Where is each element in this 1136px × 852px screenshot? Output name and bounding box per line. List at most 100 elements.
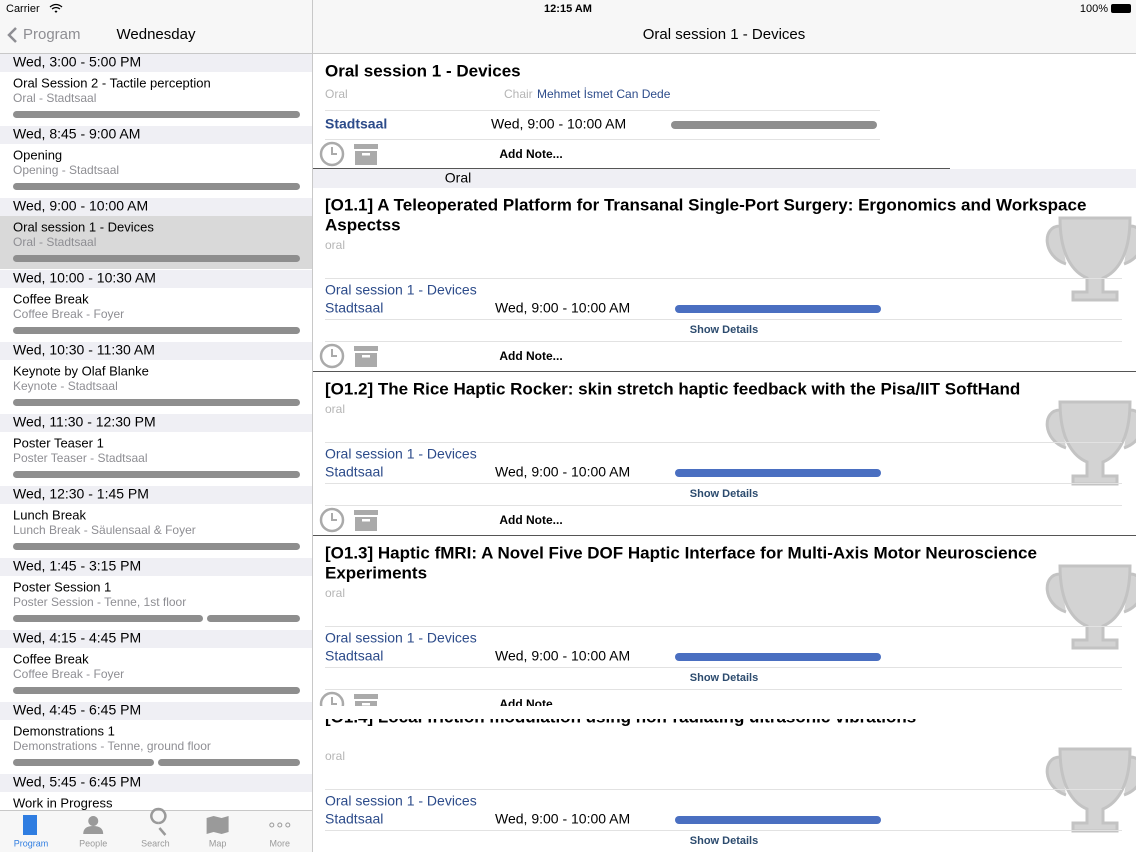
- add-note[interactable]: Add Note...: [499, 349, 562, 363]
- archive-slot: [362, 703, 370, 706]
- show-details[interactable]: Show Details: [690, 324, 758, 336]
- battery-level: 100%: [1080, 3, 1108, 15]
- tab-icon: [23, 815, 37, 835]
- session-subtitle: Oral - Stadtsaal: [13, 235, 96, 249]
- session-title: Oral Session 2 - Tactile perception: [13, 75, 211, 90]
- show-details[interactable]: Show Details: [690, 672, 758, 684]
- session-time: Wed, 12:30 - 1:45 PM: [13, 486, 149, 502]
- tab-label[interactable]: Map: [209, 838, 227, 848]
- progress-bar: [675, 816, 881, 824]
- paper-title: [O1.3] Haptic fMRI: A Novel Five DOF Hap…: [325, 543, 1037, 562]
- tab-icon: [269, 822, 275, 828]
- progress-bar: [158, 759, 300, 766]
- carrier: Carrier: [6, 3, 40, 15]
- session-subtitle: Poster Session - Tenne, 1st floor: [13, 595, 186, 609]
- paper-room[interactable]: Stadtsaal: [325, 648, 383, 664]
- tab-icon: [83, 816, 104, 834]
- show-details[interactable]: Show Details: [690, 488, 758, 500]
- paper-session[interactable]: Oral session 1 - Devices: [325, 630, 477, 646]
- tab-label[interactable]: More: [270, 838, 291, 848]
- show-details[interactable]: Show Details: [690, 835, 758, 847]
- session-time: Wed, 4:15 - 4:45 PM: [13, 630, 141, 646]
- tab-bar: [0, 810, 312, 852]
- paper-room[interactable]: Stadtsaal: [325, 811, 383, 827]
- session-title: Opening: [13, 147, 62, 162]
- paper-type: oral: [325, 402, 345, 416]
- back-chevron[interactable]: [7, 27, 17, 43]
- progress-bar: [671, 121, 877, 129]
- session-title: Demonstrations 1: [13, 723, 115, 738]
- clock-icon[interactable]: [319, 141, 345, 167]
- time-header-bg: [0, 630, 312, 648]
- top-bar: [0, 0, 1136, 54]
- session-time: Wed, 10:30 - 11:30 AM: [13, 342, 155, 358]
- paper-room[interactable]: Stadtsaal: [325, 464, 383, 480]
- chair-label: Chair: [504, 87, 533, 101]
- time-header-bg: [0, 558, 312, 576]
- add-note[interactable]: Add Note...: [499, 513, 562, 527]
- session-title: Poster Session 1: [13, 579, 111, 594]
- battery-icon: [1111, 4, 1131, 13]
- paper-room[interactable]: Stadtsaal: [325, 300, 383, 316]
- tab-label[interactable]: Program: [14, 838, 49, 848]
- progress-bar: [13, 615, 203, 622]
- tab-icon: [285, 822, 291, 828]
- paper-type: oral: [325, 749, 345, 763]
- add-note[interactable]: Add Note...: [499, 147, 562, 161]
- progress-bar: [13, 183, 300, 190]
- session-time: Wed, 5:45 - 6:45 PM: [13, 774, 141, 790]
- time-header-bg: [0, 270, 312, 288]
- session-subtitle: Oral - Stadtsaal: [13, 91, 96, 105]
- clock-hands: [331, 147, 337, 155]
- title-overlap: [313, 706, 1136, 719]
- time-header-bg: [0, 198, 312, 216]
- clock-icon[interactable]: [319, 507, 345, 533]
- tab-label[interactable]: Search: [141, 838, 170, 848]
- progress-bar: [13, 543, 300, 550]
- paper-time: Wed, 9:00 - 10:00 AM: [495, 300, 630, 316]
- paper-time: Wed, 9:00 - 10:00 AM: [495, 464, 630, 480]
- progress-bar: [207, 615, 300, 622]
- session-title: Oral session 1 - Devices: [13, 219, 154, 234]
- trophy-icon: [1045, 564, 1136, 650]
- clock-hands: [331, 513, 337, 521]
- left-title: Wednesday: [117, 26, 196, 43]
- archive-slot: [362, 153, 370, 156]
- progress-bar: [13, 687, 300, 694]
- clock-hands: [331, 697, 337, 705]
- clock: 12:15 AM: [544, 3, 592, 15]
- session-subtitle: Coffee Break - Foyer: [13, 307, 124, 321]
- time-header-bg: [0, 486, 312, 504]
- session-subtitle: Lunch Break - Säulensaal & Foyer: [13, 523, 196, 537]
- paper-time: Wed, 9:00 - 10:00 AM: [495, 811, 630, 827]
- paper-session[interactable]: Oral session 1 - Devices: [325, 282, 477, 298]
- session-row[interactable]: [0, 792, 312, 845]
- session-title: Keynote by Olaf Blanke: [13, 363, 149, 378]
- paper-type: oral: [325, 586, 345, 600]
- back-button[interactable]: Program: [23, 26, 81, 43]
- session-time: Wed, 1:45 - 3:15 PM: [13, 558, 141, 574]
- session-time: Wed, 4:45 - 6:45 PM: [13, 702, 141, 718]
- time-header-bg: [0, 414, 312, 432]
- session-subtitle: Keynote - Stadtsaal: [13, 379, 118, 393]
- paper-session[interactable]: Oral session 1 - Devices: [325, 446, 477, 462]
- paper-type: oral: [325, 238, 345, 252]
- detail-title: Oral session 1 - Devices: [643, 26, 806, 43]
- progress-bar: [13, 759, 154, 766]
- clock-icon[interactable]: [319, 343, 345, 369]
- time-header-bg: [0, 774, 312, 792]
- header-type: Oral: [325, 87, 348, 101]
- header-room[interactable]: Stadtsaal: [325, 116, 387, 132]
- time-header-bg: [0, 702, 312, 720]
- paper-session[interactable]: Oral session 1 - Devices: [325, 793, 477, 809]
- tab-label[interactable]: People: [79, 838, 107, 848]
- session-time: Wed, 10:00 - 10:30 AM: [13, 270, 156, 286]
- paper-time: Wed, 9:00 - 10:00 AM: [495, 648, 630, 664]
- progress-bar: [675, 305, 881, 313]
- progress-bar: [13, 255, 300, 262]
- chair-name[interactable]: Mehmet İsmet Can Dede: [537, 87, 671, 101]
- progress-bar: [13, 327, 300, 334]
- session-subtitle: Poster Teaser - Stadtsaal: [13, 451, 148, 465]
